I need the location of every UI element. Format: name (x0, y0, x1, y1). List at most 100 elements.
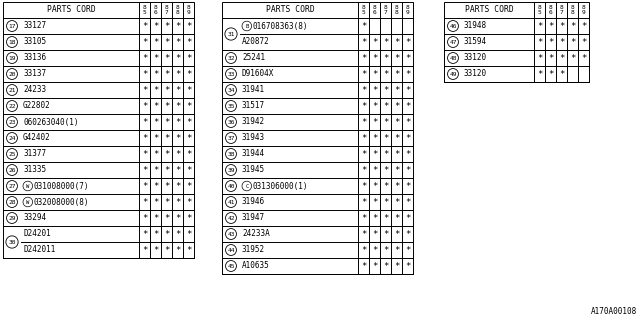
Text: 33120: 33120 (464, 69, 487, 78)
Text: 29: 29 (8, 215, 16, 220)
Text: 33: 33 (227, 71, 235, 76)
Text: 33137: 33137 (23, 69, 46, 78)
Text: 31377: 31377 (23, 149, 46, 158)
Text: *: * (164, 197, 169, 206)
Text: *: * (186, 245, 191, 254)
Text: 8
6: 8 6 (548, 5, 552, 15)
Text: *: * (570, 37, 575, 46)
Text: 42: 42 (227, 215, 235, 220)
Text: *: * (175, 149, 180, 158)
Text: 31943: 31943 (242, 133, 265, 142)
Text: D242011: D242011 (23, 245, 56, 254)
Text: *: * (394, 53, 399, 62)
Text: *: * (394, 181, 399, 190)
Text: *: * (372, 133, 377, 142)
Text: *: * (186, 213, 191, 222)
Text: *: * (175, 85, 180, 94)
Text: 8
9: 8 9 (582, 5, 586, 15)
Text: *: * (186, 149, 191, 158)
Text: *: * (570, 53, 575, 62)
Text: *: * (186, 165, 191, 174)
Text: *: * (372, 245, 377, 254)
Text: *: * (383, 181, 388, 190)
Text: 8
5: 8 5 (362, 5, 365, 15)
Text: *: * (581, 37, 586, 46)
Text: 28: 28 (8, 199, 16, 204)
Text: *: * (175, 165, 180, 174)
Text: *: * (405, 149, 410, 158)
Text: 24: 24 (8, 135, 16, 140)
Text: 23: 23 (8, 119, 16, 124)
Text: W: W (26, 183, 29, 188)
Text: 20: 20 (8, 71, 16, 76)
Text: *: * (581, 21, 586, 30)
Text: *: * (372, 149, 377, 158)
Text: *: * (175, 197, 180, 206)
Text: G42402: G42402 (23, 133, 51, 142)
Text: *: * (537, 21, 542, 30)
Text: *: * (405, 245, 410, 254)
Text: *: * (372, 229, 377, 238)
Text: *: * (175, 37, 180, 46)
Text: 33127: 33127 (23, 21, 46, 30)
Text: 31946: 31946 (242, 197, 265, 206)
Text: *: * (570, 21, 575, 30)
Text: 39: 39 (227, 167, 235, 172)
Text: 031306000(1): 031306000(1) (253, 181, 308, 190)
Text: *: * (372, 37, 377, 46)
Text: *: * (175, 117, 180, 126)
Text: *: * (405, 101, 410, 110)
Text: *: * (142, 133, 147, 142)
Text: *: * (164, 69, 169, 78)
Text: *: * (383, 85, 388, 94)
Text: *: * (164, 133, 169, 142)
Text: *: * (361, 37, 366, 46)
Text: *: * (372, 85, 377, 94)
Bar (222, 2, 413, 274)
Text: *: * (383, 229, 388, 238)
Text: *: * (142, 245, 147, 254)
Text: 8
8: 8 8 (175, 5, 179, 15)
Text: *: * (164, 53, 169, 62)
Bar (444, 2, 589, 82)
Text: PARTS CORD: PARTS CORD (465, 5, 513, 14)
Text: *: * (394, 165, 399, 174)
Text: *: * (186, 117, 191, 126)
Text: *: * (361, 69, 366, 78)
Text: A20872: A20872 (242, 37, 269, 46)
Text: *: * (153, 69, 158, 78)
Text: *: * (383, 245, 388, 254)
Text: *: * (164, 165, 169, 174)
Text: 30: 30 (8, 239, 16, 244)
Text: 33136: 33136 (23, 53, 46, 62)
Text: 31517: 31517 (242, 101, 265, 110)
Text: *: * (361, 21, 366, 30)
Text: 19: 19 (8, 55, 16, 60)
Text: *: * (548, 37, 553, 46)
Text: C: C (245, 183, 248, 188)
Text: *: * (142, 101, 147, 110)
Text: *: * (142, 37, 147, 46)
Text: *: * (372, 197, 377, 206)
Text: *: * (559, 53, 564, 62)
Text: 17: 17 (8, 23, 16, 28)
Text: *: * (142, 117, 147, 126)
Text: *: * (394, 213, 399, 222)
Text: *: * (153, 245, 158, 254)
Text: *: * (361, 245, 366, 254)
Text: *: * (394, 149, 399, 158)
Text: *: * (383, 117, 388, 126)
Text: 8
7: 8 7 (383, 5, 387, 15)
Text: *: * (405, 85, 410, 94)
Text: A170A00108: A170A00108 (591, 307, 637, 316)
Text: *: * (186, 69, 191, 78)
Text: 8
6: 8 6 (154, 5, 157, 15)
Text: *: * (394, 37, 399, 46)
Text: 22: 22 (8, 103, 16, 108)
Text: *: * (383, 197, 388, 206)
Text: 25241: 25241 (242, 53, 265, 62)
Text: *: * (372, 101, 377, 110)
Text: *: * (372, 69, 377, 78)
Text: 016708363(8): 016708363(8) (253, 21, 308, 30)
Text: *: * (164, 149, 169, 158)
